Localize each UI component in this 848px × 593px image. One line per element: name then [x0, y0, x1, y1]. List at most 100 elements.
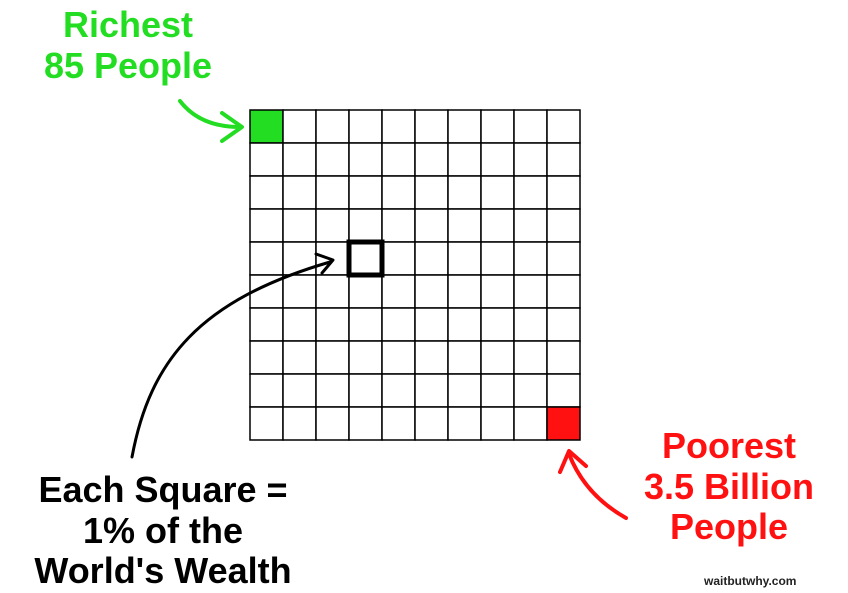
grid-square — [249, 241, 284, 276]
grid-square — [315, 274, 350, 309]
grid-square — [249, 307, 284, 342]
grid-square — [348, 274, 383, 309]
grid-square — [447, 175, 482, 210]
grid-square — [414, 274, 449, 309]
grid-square — [513, 142, 548, 177]
grid-square — [513, 241, 548, 276]
grid-square — [315, 175, 350, 210]
grid-square — [282, 406, 317, 441]
grid-square — [447, 406, 482, 441]
wealth-grid — [249, 109, 581, 441]
poorest-arrow-head — [558, 449, 588, 474]
grid-square — [480, 406, 515, 441]
grid-square — [414, 406, 449, 441]
grid-square — [249, 142, 284, 177]
grid-square — [348, 109, 383, 144]
poorest-people-label: Poorest 3.5 Billion People — [626, 425, 832, 548]
grid-square — [315, 208, 350, 243]
grid-square — [546, 274, 581, 309]
each-square-legend: Each Square = 1% of the World's Wealth — [10, 469, 316, 592]
grid-square — [480, 175, 515, 210]
legend-line-1: Each Square = — [38, 469, 288, 510]
poorest-line-2: 3.5 Billion — [643, 465, 815, 507]
grid-square — [414, 340, 449, 375]
grid-square — [546, 241, 581, 276]
grid-square — [348, 241, 383, 276]
grid-square — [348, 406, 383, 441]
grid-square — [546, 373, 581, 408]
grid-square — [348, 340, 383, 375]
grid-square — [513, 175, 548, 210]
grid-square — [480, 373, 515, 408]
grid-square — [282, 373, 317, 408]
grid-square — [414, 142, 449, 177]
grid-square — [282, 109, 317, 144]
grid-square — [447, 208, 482, 243]
grid-square — [480, 340, 515, 375]
grid-square — [513, 340, 548, 375]
legend-line-2: 1% of the — [82, 509, 243, 551]
grid-square — [381, 142, 416, 177]
grid-square — [546, 307, 581, 342]
grid-square — [348, 142, 383, 177]
grid-square — [282, 208, 317, 243]
grid-square — [282, 340, 317, 375]
grid-square — [513, 274, 548, 309]
grid-square — [414, 307, 449, 342]
grid-square — [348, 307, 383, 342]
grid-square — [480, 208, 515, 243]
grid-square — [480, 307, 515, 342]
grid-square — [546, 109, 581, 144]
grid-square — [414, 208, 449, 243]
poorest-line-1: Poorest — [661, 425, 797, 466]
grid-square — [381, 340, 416, 375]
grid-square — [249, 373, 284, 408]
legend-arrow — [130, 260, 332, 459]
grid-square — [447, 307, 482, 342]
grid-square — [348, 208, 383, 243]
grid-square — [480, 142, 515, 177]
grid-square — [414, 241, 449, 276]
grid-square — [249, 109, 284, 144]
grid-square — [315, 340, 350, 375]
grid-square — [546, 142, 581, 177]
credit-watermark: waitbutwhy.com — [704, 574, 797, 588]
richest-line-2: 85 People — [43, 44, 213, 86]
legend-arrow-head — [314, 252, 335, 275]
grid-square — [315, 307, 350, 342]
grid-square — [546, 340, 581, 375]
legend-line-3: World's Wealth — [34, 550, 292, 592]
grid-square — [282, 241, 317, 276]
grid-square — [414, 175, 449, 210]
grid-square — [315, 373, 350, 408]
richest-arrow — [178, 99, 242, 129]
poorest-arrow — [567, 452, 628, 520]
grid-square — [414, 373, 449, 408]
grid-square — [381, 307, 416, 342]
poorest-line-3: People — [669, 506, 789, 548]
grid-square — [513, 109, 548, 144]
grid-square — [315, 142, 350, 177]
grid-square — [282, 142, 317, 177]
grid-square — [480, 109, 515, 144]
grid-square — [249, 208, 284, 243]
grid-square — [249, 406, 284, 441]
grid-square — [447, 142, 482, 177]
grid-square — [249, 340, 284, 375]
grid-square — [447, 274, 482, 309]
grid-square — [480, 274, 515, 309]
grid-square — [513, 307, 548, 342]
grid-square — [447, 109, 482, 144]
grid-square — [282, 307, 317, 342]
grid-square — [513, 208, 548, 243]
grid-square — [381, 241, 416, 276]
grid-square — [381, 373, 416, 408]
example-square — [346, 239, 385, 278]
grid-square — [447, 373, 482, 408]
grid-square — [414, 109, 449, 144]
grid-square — [381, 175, 416, 210]
grid-square — [546, 406, 581, 441]
grid-square — [546, 208, 581, 243]
grid-square — [381, 274, 416, 309]
